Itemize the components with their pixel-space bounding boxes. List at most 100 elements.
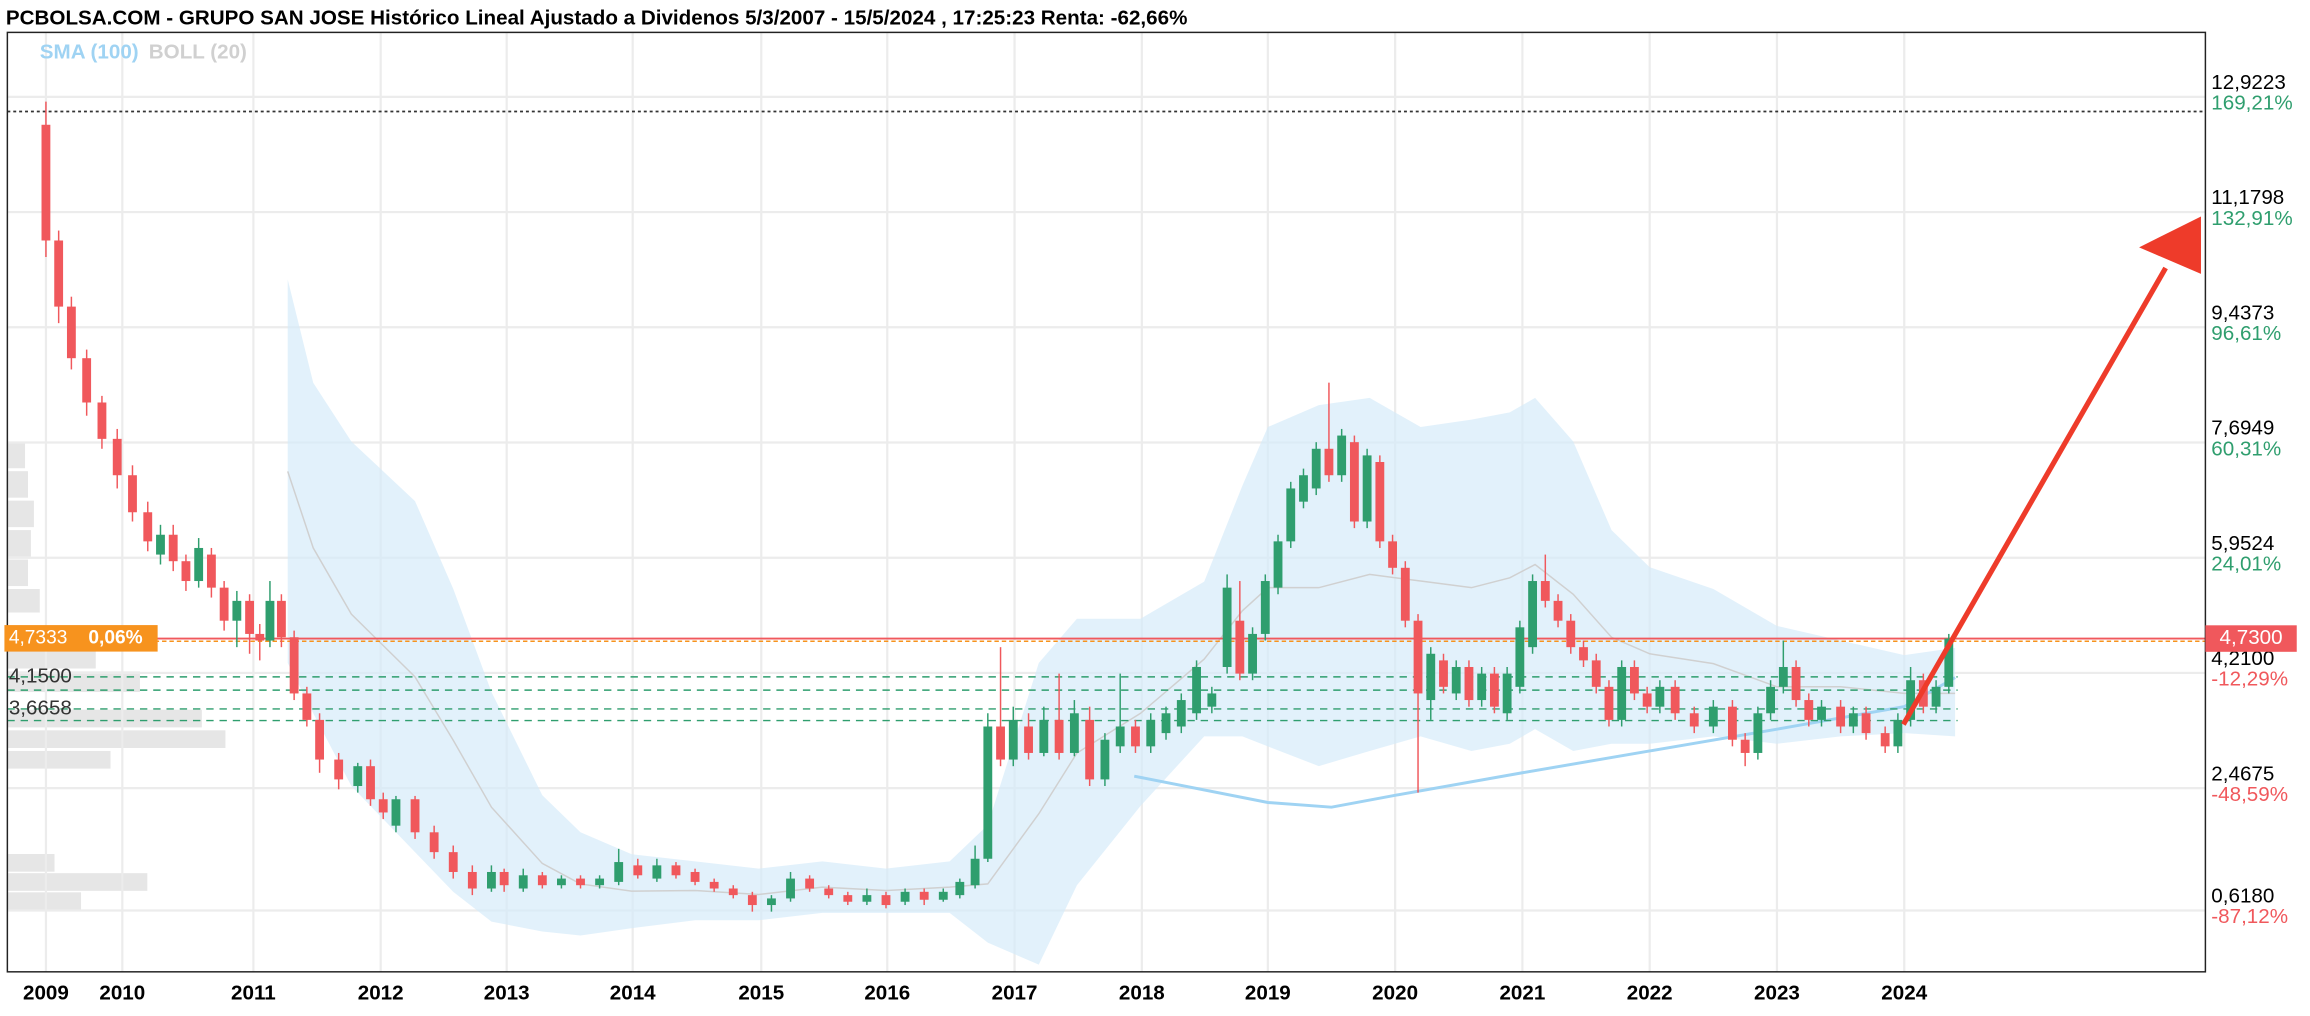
candle-body (955, 881, 965, 896)
candle-body (1804, 700, 1814, 720)
x-tick-label: 2019 (1245, 981, 1291, 1004)
candle-body (1235, 620, 1245, 674)
candle-body (1861, 713, 1871, 734)
candle-body (1161, 713, 1171, 734)
x-tick-label: 2009 (23, 981, 69, 1004)
profile-bar (7, 500, 34, 528)
candle-body (143, 512, 153, 542)
y-tick-change: 169,21% (2211, 92, 2292, 115)
candle-body (1880, 733, 1890, 747)
x-tick-label: 2016 (864, 981, 910, 1004)
candle-body (82, 358, 92, 403)
bollinger-mid (287, 471, 1956, 896)
candle-body (1069, 713, 1079, 753)
legend-sma: SMA (100) (40, 40, 139, 63)
candle-body (1489, 673, 1499, 707)
y-tick-change: 24,01% (2211, 553, 2281, 576)
chart-title: PCBOLSA.COM - GRUPO SAN JOSE Histórico L… (6, 7, 1188, 30)
candle-body (747, 895, 757, 906)
candle-body (1944, 638, 1954, 687)
x-tick-label: 2017 (992, 981, 1038, 1004)
candle-body (576, 878, 585, 886)
candle-body (499, 871, 509, 886)
candle-body (900, 891, 910, 902)
candles (41, 101, 1954, 912)
cursor-price-box (4, 625, 158, 652)
candle-body (1817, 706, 1826, 720)
candle-body (97, 402, 107, 439)
candle-body (1670, 686, 1680, 714)
candle-body (1207, 693, 1217, 707)
candle-body (671, 865, 681, 876)
candle-body (1085, 719, 1095, 780)
candle-body (1439, 660, 1448, 687)
candle-body (1008, 719, 1018, 760)
candle-body (1502, 673, 1512, 714)
y-tick-change: -12,29% (2211, 668, 2288, 691)
candle-body (709, 881, 719, 889)
cursor-change-label: 0,06% (88, 627, 142, 648)
candle-body (66, 306, 76, 359)
candle-body (1286, 488, 1296, 542)
candle-body (970, 858, 980, 886)
candle-body (1528, 581, 1538, 648)
x-tick-label: 2023 (1754, 981, 1800, 1004)
candle-body (1299, 475, 1308, 502)
last-price-box (2205, 625, 2297, 652)
candle-body (805, 878, 815, 889)
candle-body (1655, 686, 1665, 707)
candle-body (255, 633, 265, 641)
x-tick-label: 2021 (1499, 981, 1545, 1004)
candle-body (983, 726, 993, 859)
candle-body (1566, 620, 1576, 648)
y-tick-label: 4,2100 (2211, 647, 2274, 670)
candle-body (245, 600, 255, 634)
candle-body (1426, 653, 1436, 701)
candle-body (1115, 726, 1125, 747)
x-tick-label: 2011 (231, 981, 276, 1004)
candle-body (1146, 719, 1156, 747)
candle-body (1464, 666, 1474, 701)
candle-body (1766, 686, 1776, 714)
candle-body (1400, 567, 1410, 621)
candle-body (1176, 700, 1186, 727)
candle-body (537, 875, 547, 886)
candle-body (1893, 719, 1903, 747)
candle-body (1054, 719, 1064, 753)
candle-body (1740, 739, 1750, 753)
candle-body (1778, 666, 1788, 687)
levels (7, 110, 2206, 722)
bollinger-band (287, 279, 1956, 965)
candle-body (41, 124, 51, 241)
candle-body (996, 726, 1005, 760)
annotation-arrow (1901, 216, 2201, 726)
profile-bar (7, 750, 111, 769)
candle-body (1515, 627, 1525, 687)
candle-body (410, 799, 420, 833)
candle-body (767, 898, 776, 906)
candle-body (1617, 666, 1627, 720)
candle-body (862, 895, 872, 902)
candle-body (1451, 666, 1461, 694)
candle-body (1629, 666, 1639, 694)
candle-body (1906, 680, 1916, 720)
candle-body (265, 600, 275, 641)
y-tick-change: -48,59% (2211, 783, 2288, 806)
candle-body (1791, 666, 1801, 701)
arrow-head (2139, 216, 2201, 274)
candle-body (652, 865, 662, 879)
y-tick-label: 7,6949 (2211, 417, 2274, 440)
profile-bar (7, 530, 31, 557)
candle-body (1642, 693, 1652, 707)
y-tick-label: 0,6180 (2211, 885, 2274, 908)
candle-body (168, 534, 178, 562)
candle-body (518, 875, 528, 889)
arrow-shaft (1901, 266, 2168, 726)
candle-body (156, 534, 165, 555)
candle-body (378, 799, 388, 813)
candle-body (429, 832, 439, 853)
candle-body (1689, 713, 1699, 727)
x-tick-label: 2010 (99, 981, 145, 1004)
y-tick-change: 96,61% (2211, 322, 2281, 345)
